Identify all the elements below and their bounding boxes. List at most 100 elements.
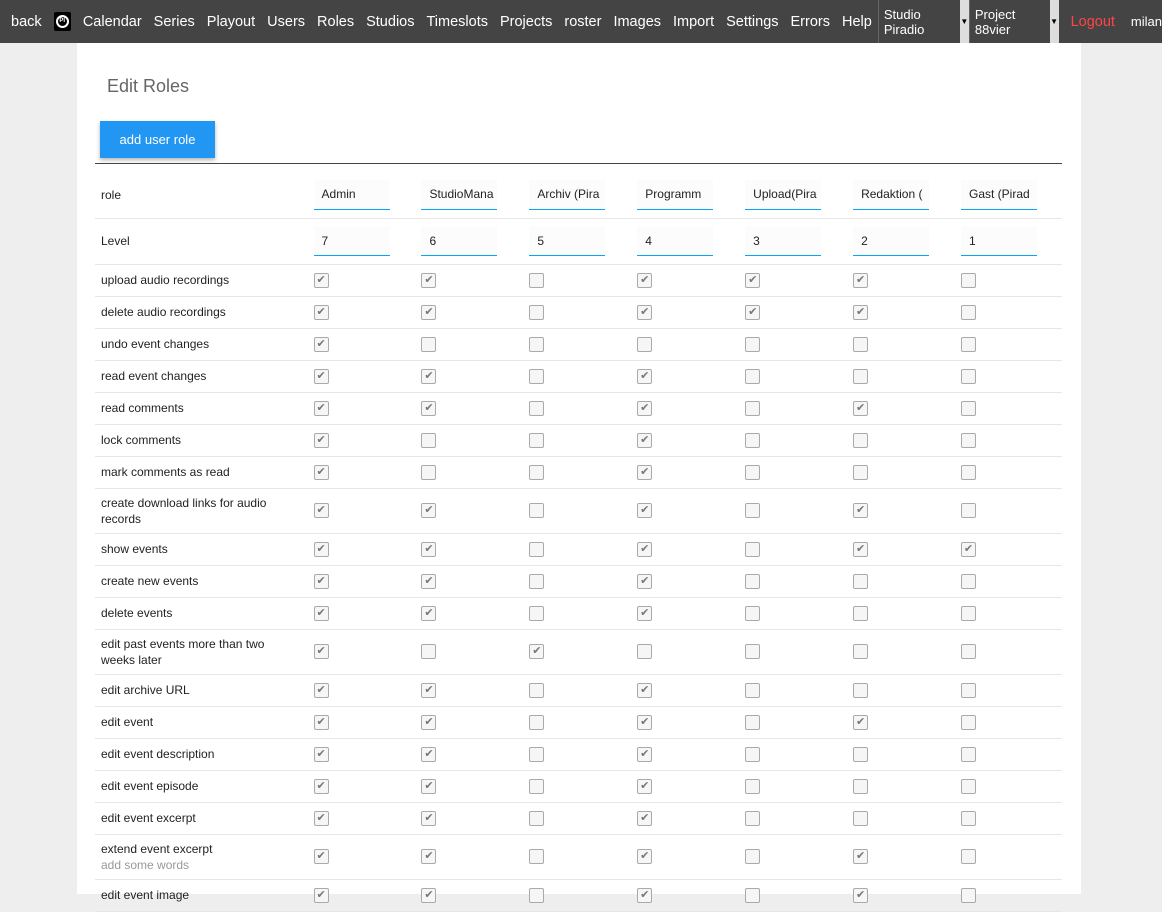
permission-checkbox[interactable] [745, 541, 761, 557]
permission-checkbox[interactable] [745, 746, 761, 762]
permission-checkbox[interactable] [960, 682, 976, 698]
permission-checkbox[interactable] [853, 682, 869, 698]
back-link[interactable]: back [11, 13, 42, 30]
permission-checkbox[interactable] [637, 336, 653, 352]
permission-checkbox[interactable]: ✔ [421, 503, 437, 518]
permission-checkbox[interactable] [960, 304, 976, 320]
dropdown-arrow-icon[interactable]: ▼ [959, 0, 969, 43]
permission-checkbox[interactable]: ✔ [637, 573, 653, 589]
permission-checkbox[interactable]: ✔ [313, 778, 329, 794]
permission-checkbox[interactable] [960, 272, 976, 288]
permission-checkbox[interactable] [529, 714, 545, 730]
role-level-input[interactable] [529, 226, 606, 256]
permission-checkbox[interactable]: ✔ [421, 368, 437, 384]
nav-playout[interactable]: Playout [206, 13, 256, 30]
permission-checkbox[interactable] [421, 432, 437, 448]
permission-checkbox[interactable] [529, 573, 545, 589]
permission-checkbox[interactable]: ✔ [421, 810, 437, 826]
role-level-input[interactable] [421, 226, 498, 256]
permission-checkbox[interactable]: ✔ [853, 887, 869, 903]
nav-studios[interactable]: Studios [366, 13, 415, 30]
permission-checkbox[interactable]: ✔ [421, 714, 437, 730]
permission-checkbox[interactable]: ✔ [313, 714, 329, 730]
permission-checkbox[interactable] [853, 746, 869, 762]
permission-checkbox[interactable]: ✔ [313, 605, 329, 621]
nav-settings[interactable]: Settings [726, 13, 779, 30]
permission-checkbox[interactable]: ✔ [637, 778, 653, 794]
logo-icon[interactable]: PI [53, 12, 71, 31]
permission-checkbox[interactable] [529, 849, 545, 864]
role-name-input[interactable]: Upload(Pira [745, 179, 822, 210]
permission-checkbox[interactable]: ✔ [960, 541, 976, 557]
permission-checkbox[interactable]: ✔ [421, 887, 437, 903]
permission-checkbox[interactable]: ✔ [313, 746, 329, 762]
permission-checkbox[interactable]: ✔ [313, 336, 329, 352]
permission-checkbox[interactable] [745, 573, 761, 589]
permission-checkbox[interactable] [529, 464, 545, 480]
project-select[interactable]: Project 88vier ▼ [968, 0, 1059, 43]
role-level-input[interactable] [960, 226, 1037, 256]
permission-checkbox[interactable]: ✔ [853, 304, 869, 320]
permission-checkbox[interactable]: ✔ [853, 272, 869, 288]
permission-checkbox[interactable] [853, 368, 869, 384]
permission-checkbox[interactable]: ✔ [421, 778, 437, 794]
permission-checkbox[interactable]: ✔ [421, 605, 437, 621]
permission-checkbox[interactable] [529, 503, 545, 518]
permission-checkbox[interactable]: ✔ [421, 682, 437, 698]
permission-checkbox[interactable] [960, 605, 976, 621]
permission-checkbox[interactable] [529, 778, 545, 794]
permission-checkbox[interactable]: ✔ [637, 605, 653, 621]
permission-checkbox[interactable]: ✔ [853, 503, 869, 518]
permission-checkbox[interactable]: ✔ [421, 849, 437, 864]
permission-checkbox[interactable] [745, 336, 761, 352]
permission-checkbox[interactable]: ✔ [421, 400, 437, 416]
permission-checkbox[interactable] [960, 573, 976, 589]
permission-checkbox[interactable] [529, 810, 545, 826]
studio-select[interactable]: Studio Piradio ▼ [877, 0, 969, 43]
permission-checkbox[interactable] [421, 336, 437, 352]
permission-checkbox[interactable]: ✔ [313, 682, 329, 698]
permission-checkbox[interactable]: ✔ [313, 503, 329, 518]
permission-checkbox[interactable] [960, 432, 976, 448]
nav-users[interactable]: Users [267, 13, 306, 30]
permission-checkbox[interactable]: ✔ [637, 368, 653, 384]
permission-checkbox[interactable]: ✔ [637, 272, 653, 288]
permission-checkbox[interactable] [960, 644, 976, 659]
permission-checkbox[interactable]: ✔ [313, 432, 329, 448]
permission-checkbox[interactable]: ✔ [313, 272, 329, 288]
permission-checkbox[interactable] [960, 368, 976, 384]
add-user-role-button[interactable]: add user role [100, 121, 215, 158]
permission-checkbox[interactable] [745, 778, 761, 794]
permission-checkbox[interactable] [853, 810, 869, 826]
permission-checkbox[interactable]: ✔ [421, 746, 437, 762]
nav-errors[interactable]: Errors [790, 13, 830, 30]
permission-checkbox[interactable]: ✔ [313, 368, 329, 384]
permission-checkbox[interactable]: ✔ [313, 304, 329, 320]
role-name-input[interactable]: Admin [313, 179, 390, 210]
permission-checkbox[interactable] [745, 849, 761, 864]
permission-checkbox[interactable] [960, 746, 976, 762]
permission-checkbox[interactable]: ✔ [637, 746, 653, 762]
permission-checkbox[interactable]: ✔ [637, 503, 653, 518]
permission-checkbox[interactable] [529, 336, 545, 352]
permission-checkbox[interactable] [960, 849, 976, 864]
permission-checkbox[interactable]: ✔ [529, 644, 545, 659]
permission-checkbox[interactable] [529, 432, 545, 448]
nav-images[interactable]: Images [613, 13, 662, 30]
nav-help[interactable]: Help [842, 13, 872, 30]
permission-checkbox[interactable]: ✔ [313, 541, 329, 557]
nav-roles[interactable]: Roles [317, 13, 355, 30]
nav-calendar[interactable]: Calendar [82, 13, 142, 30]
permission-checkbox[interactable] [421, 644, 437, 659]
permission-checkbox[interactable]: ✔ [637, 849, 653, 864]
permission-checkbox[interactable] [960, 503, 976, 518]
permission-checkbox[interactable] [853, 336, 869, 352]
permission-checkbox[interactable]: ✔ [421, 272, 437, 288]
permission-checkbox[interactable] [529, 746, 545, 762]
permission-checkbox[interactable] [745, 400, 761, 416]
permission-checkbox[interactable] [529, 682, 545, 698]
permission-checkbox[interactable] [960, 464, 976, 480]
permission-checkbox[interactable] [529, 304, 545, 320]
nav-timeslots[interactable]: Timeslots [426, 13, 488, 30]
permission-checkbox[interactable] [529, 400, 545, 416]
